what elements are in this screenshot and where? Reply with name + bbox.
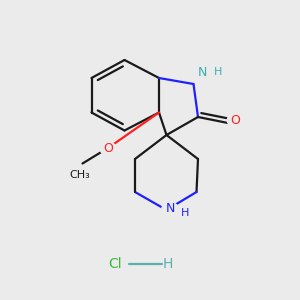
Text: CH₃: CH₃ [69,170,90,180]
Text: N: N [165,202,175,215]
Text: N: N [198,66,207,79]
Text: H: H [181,208,189,218]
Ellipse shape [179,207,191,219]
Ellipse shape [100,142,116,155]
Ellipse shape [194,66,211,79]
Text: Cl: Cl [109,257,122,271]
Ellipse shape [162,202,178,215]
Text: O: O [103,142,113,155]
Ellipse shape [212,66,224,78]
Ellipse shape [66,169,93,181]
Text: H: H [163,257,173,271]
Text: O: O [231,114,240,127]
Text: H: H [214,67,222,77]
Ellipse shape [227,114,244,127]
